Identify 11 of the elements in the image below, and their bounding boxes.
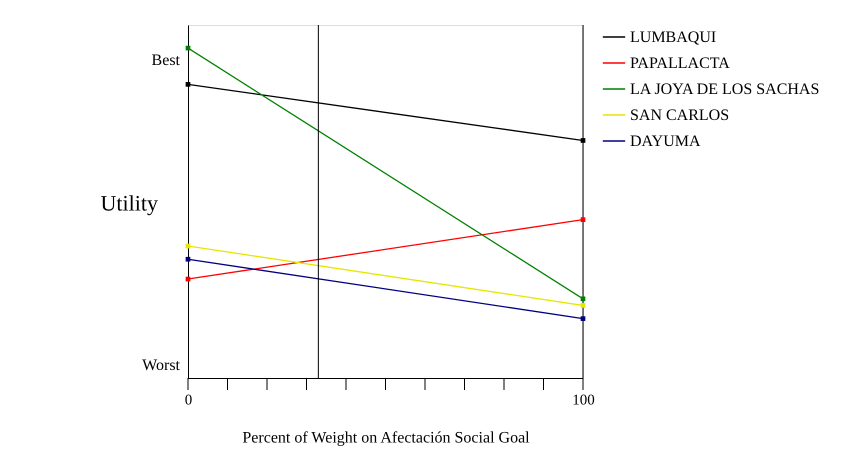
y-axis-title: Utility: [100, 190, 158, 216]
legend-label: DAYUMA: [630, 133, 701, 150]
text: Worst: [142, 357, 181, 374]
text: Best: [152, 52, 181, 69]
legend-label: LA JOYA DE LOS SACHAS: [630, 81, 820, 98]
legend-label: PAPALLACTA: [630, 55, 730, 72]
legend-label: SAN CARLOS: [630, 107, 730, 124]
legend-label: LUMBAQUI: [630, 29, 716, 46]
x-tick-label: 0: [184, 392, 192, 408]
x-axis-title: Percent of Weight on Afectación Social Goal: [242, 430, 530, 446]
x-tick-label: 100: [572, 392, 595, 408]
